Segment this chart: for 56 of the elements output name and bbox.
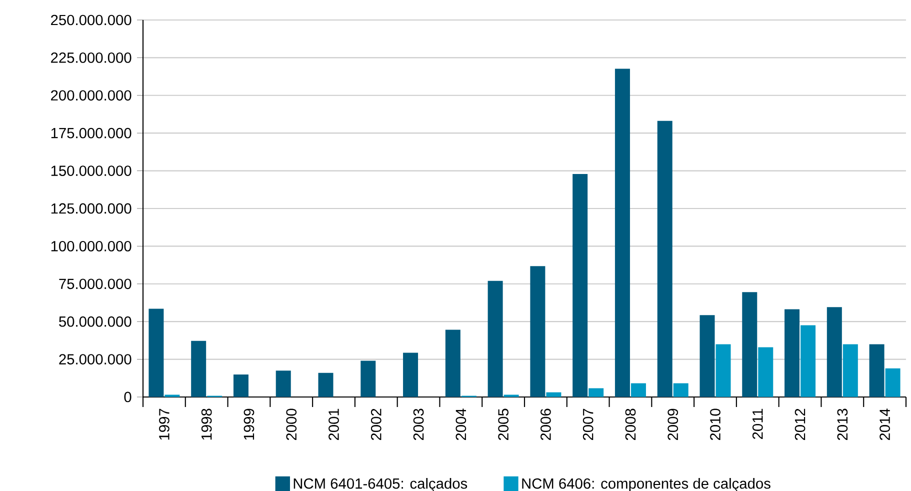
bar [148, 308, 164, 397]
bar [360, 360, 376, 397]
y-tick-label: 125.000.000 [51, 203, 132, 214]
bar [614, 68, 630, 397]
y-tick-label: 200.000.000 [51, 90, 132, 101]
bar [842, 344, 858, 397]
y-tick-label: 25.000.000 [59, 354, 132, 364]
bar [191, 340, 206, 397]
bar [403, 352, 418, 397]
bar [800, 325, 816, 397]
x-tick-label: 2014 [880, 408, 890, 440]
bar [318, 372, 334, 397]
x-tick-label: 2012 [794, 408, 806, 440]
x-tick-label: 2007 [582, 408, 594, 440]
bar [588, 388, 604, 397]
y-tick-label: 0 [124, 392, 132, 402]
x-tick-label: 2013 [837, 408, 848, 440]
x-tick-label: 2005 [498, 408, 508, 440]
x-tick-label: 2009 [668, 408, 678, 440]
x-tick-label: 2000 [286, 408, 297, 440]
x-tick-label: 2006 [540, 408, 551, 440]
x-tick-label: 2010 [710, 408, 720, 440]
bar [630, 383, 646, 397]
bar [784, 309, 800, 397]
y-tick-label: 250.000.000 [51, 14, 132, 26]
bar [826, 307, 842, 397]
y-tick-label: 225.000.000 [51, 52, 132, 63]
bar [742, 292, 758, 397]
y-tick-label: 100.000.000 [51, 241, 132, 252]
x-tick-label: 2003 [413, 408, 424, 440]
y-tick-label: 150.000.000 [51, 166, 132, 176]
bar [233, 374, 248, 397]
bar [657, 120, 672, 397]
bar [276, 370, 291, 397]
y-tick-label: 175.000.000 [51, 128, 132, 138]
bar [885, 368, 900, 397]
x-tick-label: 2011 [752, 408, 763, 439]
bar [869, 344, 884, 397]
x-tick-label: 2004 [456, 408, 466, 440]
bar [673, 383, 688, 397]
bar [758, 347, 774, 397]
bar [546, 392, 562, 397]
bar [445, 330, 460, 397]
x-tick-label: 1997 [159, 408, 170, 440]
x-tick-label: 2001 [328, 408, 339, 440]
x-tick-label: 2008 [625, 408, 636, 440]
bar [530, 266, 546, 397]
x-tick-label: 1999 [244, 408, 254, 440]
y-tick-label: 50.000.000 [59, 316, 132, 327]
x-tick-label: 1998 [201, 408, 212, 440]
bar [716, 344, 731, 397]
bar [488, 280, 503, 397]
bar [572, 174, 588, 397]
y-tick-label: 75.000.000 [59, 278, 132, 290]
bar [700, 315, 715, 397]
x-tick-label: 2002 [370, 408, 382, 440]
